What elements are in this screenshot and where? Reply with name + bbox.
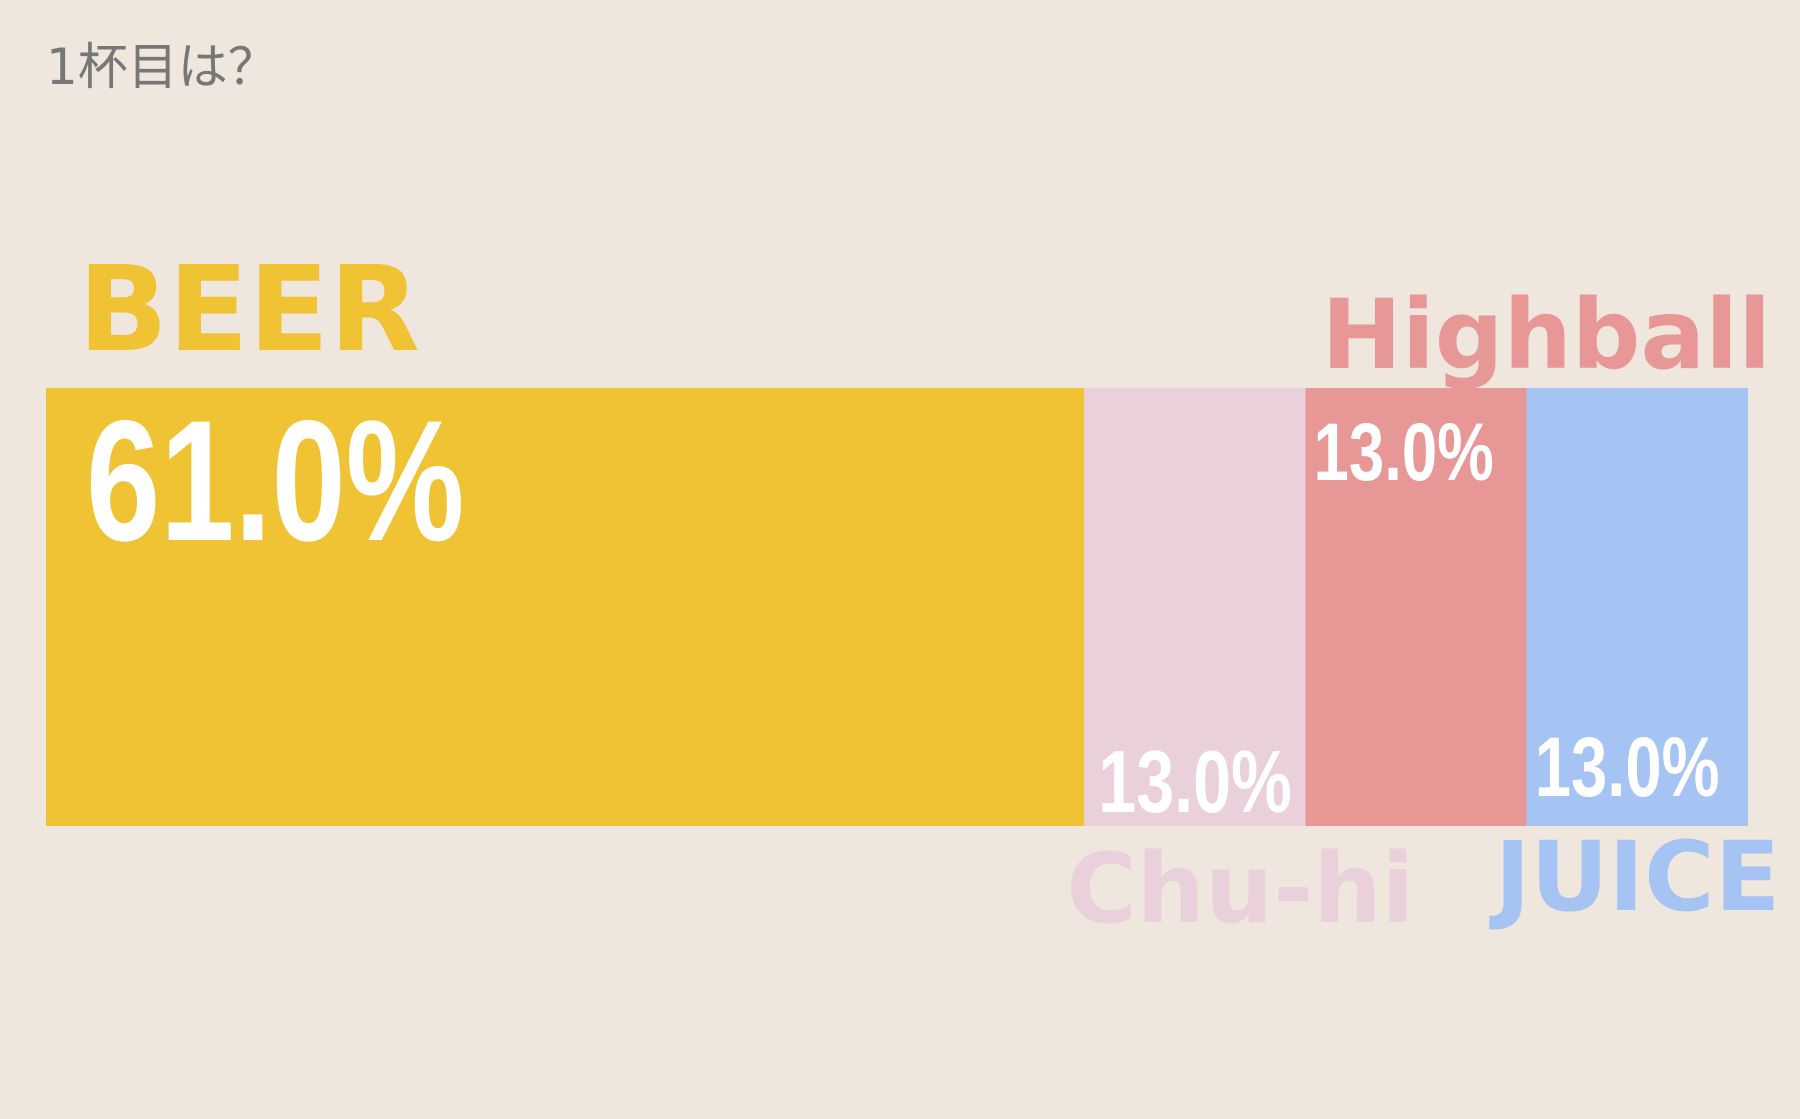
chart-title: 1杯目は？	[46, 38, 278, 96]
value-label-beer: 61.0%	[86, 385, 464, 577]
bar-segment-chu-hi	[1084, 388, 1306, 826]
category-label-highball: Highball	[1321, 279, 1771, 391]
category-label-chu-hi: Chu-hi	[1066, 833, 1414, 945]
bar-segment-beer	[46, 388, 1085, 826]
value-label-chu-hi: 13.0%	[1098, 732, 1292, 831]
bar-segment-highball	[1305, 388, 1527, 826]
value-label-juice: 13.0%	[1535, 720, 1720, 814]
value-label-highball: 13.0%	[1313, 407, 1493, 498]
bar-segment-juice	[1526, 388, 1748, 826]
category-label-juice: JUICE	[1489, 821, 1780, 933]
category-label-beer: BEER	[78, 240, 420, 378]
